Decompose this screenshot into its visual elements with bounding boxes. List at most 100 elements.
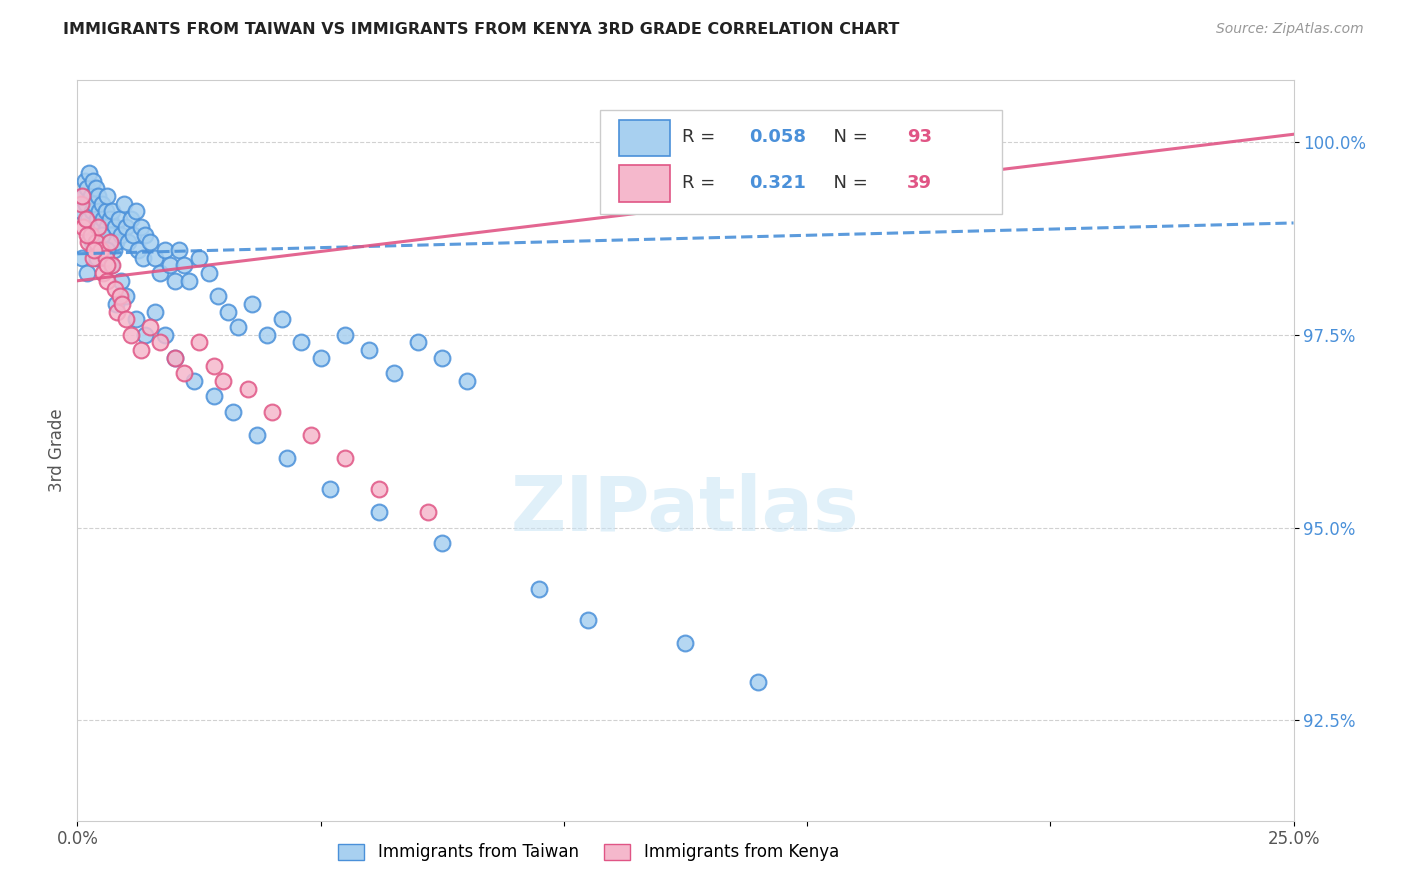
Point xyxy=(143,304,166,318)
Point xyxy=(96,274,118,288)
Point xyxy=(479,829,502,843)
FancyBboxPatch shape xyxy=(600,110,1001,213)
Point xyxy=(101,258,124,272)
Point xyxy=(96,258,118,272)
Text: N =: N = xyxy=(821,128,868,146)
Point xyxy=(456,374,478,388)
Y-axis label: 3rd Grade: 3rd Grade xyxy=(48,409,66,492)
Point xyxy=(153,327,176,342)
Point xyxy=(104,281,127,295)
Point xyxy=(406,335,429,350)
Point xyxy=(100,212,122,227)
Point xyxy=(222,405,245,419)
Point xyxy=(93,227,115,242)
Text: 39: 39 xyxy=(907,174,932,192)
Point xyxy=(76,181,98,195)
Point xyxy=(134,227,156,242)
Point xyxy=(73,173,96,187)
Legend: Immigrants from Taiwan, Immigrants from Kenya: Immigrants from Taiwan, Immigrants from … xyxy=(330,837,845,868)
Point xyxy=(76,266,98,280)
Point xyxy=(96,219,118,234)
Point xyxy=(80,227,103,242)
Point xyxy=(197,266,219,280)
Point xyxy=(368,505,391,519)
Point xyxy=(80,204,103,219)
Point xyxy=(226,320,249,334)
Point xyxy=(84,235,107,250)
Text: 93: 93 xyxy=(907,128,932,146)
Point xyxy=(173,258,195,272)
Point xyxy=(84,181,107,195)
Point xyxy=(90,219,112,234)
Point xyxy=(416,505,439,519)
Point xyxy=(129,343,152,358)
Point xyxy=(276,451,298,466)
Point xyxy=(125,204,148,219)
Point xyxy=(83,243,105,257)
Point xyxy=(256,327,278,342)
Point xyxy=(80,189,103,203)
Text: ZIPatlas: ZIPatlas xyxy=(512,473,859,547)
Point xyxy=(430,536,453,550)
Text: Source: ZipAtlas.com: Source: ZipAtlas.com xyxy=(1216,22,1364,37)
Point xyxy=(122,227,145,242)
Point xyxy=(173,367,195,381)
Point xyxy=(430,351,453,365)
Point xyxy=(359,343,381,358)
Point xyxy=(319,482,342,496)
Point xyxy=(169,243,191,257)
Point xyxy=(382,367,405,381)
Text: IMMIGRANTS FROM TAIWAN VS IMMIGRANTS FROM KENYA 3RD GRADE CORRELATION CHART: IMMIGRANTS FROM TAIWAN VS IMMIGRANTS FRO… xyxy=(63,22,900,37)
Point xyxy=(120,212,142,227)
Point xyxy=(163,274,186,288)
Point xyxy=(107,212,129,227)
Point xyxy=(236,382,259,396)
Point xyxy=(163,351,186,365)
Point xyxy=(529,582,551,597)
Point xyxy=(86,251,108,265)
Point xyxy=(149,335,172,350)
Point xyxy=(333,327,356,342)
Point xyxy=(242,297,264,311)
Point xyxy=(368,482,391,496)
Point xyxy=(76,227,98,242)
Text: 0.321: 0.321 xyxy=(748,174,806,192)
Point xyxy=(100,227,122,242)
Point xyxy=(97,235,120,250)
Point xyxy=(309,351,332,365)
Point xyxy=(72,189,94,203)
Point xyxy=(79,166,101,180)
Point xyxy=(96,189,118,203)
Point xyxy=(117,235,139,250)
Point xyxy=(202,389,225,403)
Point xyxy=(115,312,138,326)
Point xyxy=(129,219,152,234)
Point xyxy=(112,196,135,211)
Point xyxy=(70,196,93,211)
Point xyxy=(110,227,132,242)
Text: R =: R = xyxy=(682,174,727,192)
Point xyxy=(96,243,118,257)
FancyBboxPatch shape xyxy=(619,165,669,202)
Point xyxy=(90,196,112,211)
Point xyxy=(299,428,322,442)
Point xyxy=(188,335,211,350)
Text: R =: R = xyxy=(682,128,721,146)
Point xyxy=(105,235,128,250)
Point xyxy=(139,235,162,250)
Point xyxy=(105,304,128,318)
Text: 0.058: 0.058 xyxy=(748,128,806,146)
Point xyxy=(333,451,356,466)
Point xyxy=(115,289,138,303)
Point xyxy=(90,243,112,257)
Point xyxy=(202,359,225,373)
Point xyxy=(70,189,93,203)
Point xyxy=(94,204,117,219)
Point xyxy=(103,243,125,257)
Point xyxy=(87,189,110,203)
Point xyxy=(576,613,599,627)
Point xyxy=(246,428,269,442)
Point xyxy=(82,251,104,265)
Point xyxy=(91,212,114,227)
Point xyxy=(179,274,201,288)
